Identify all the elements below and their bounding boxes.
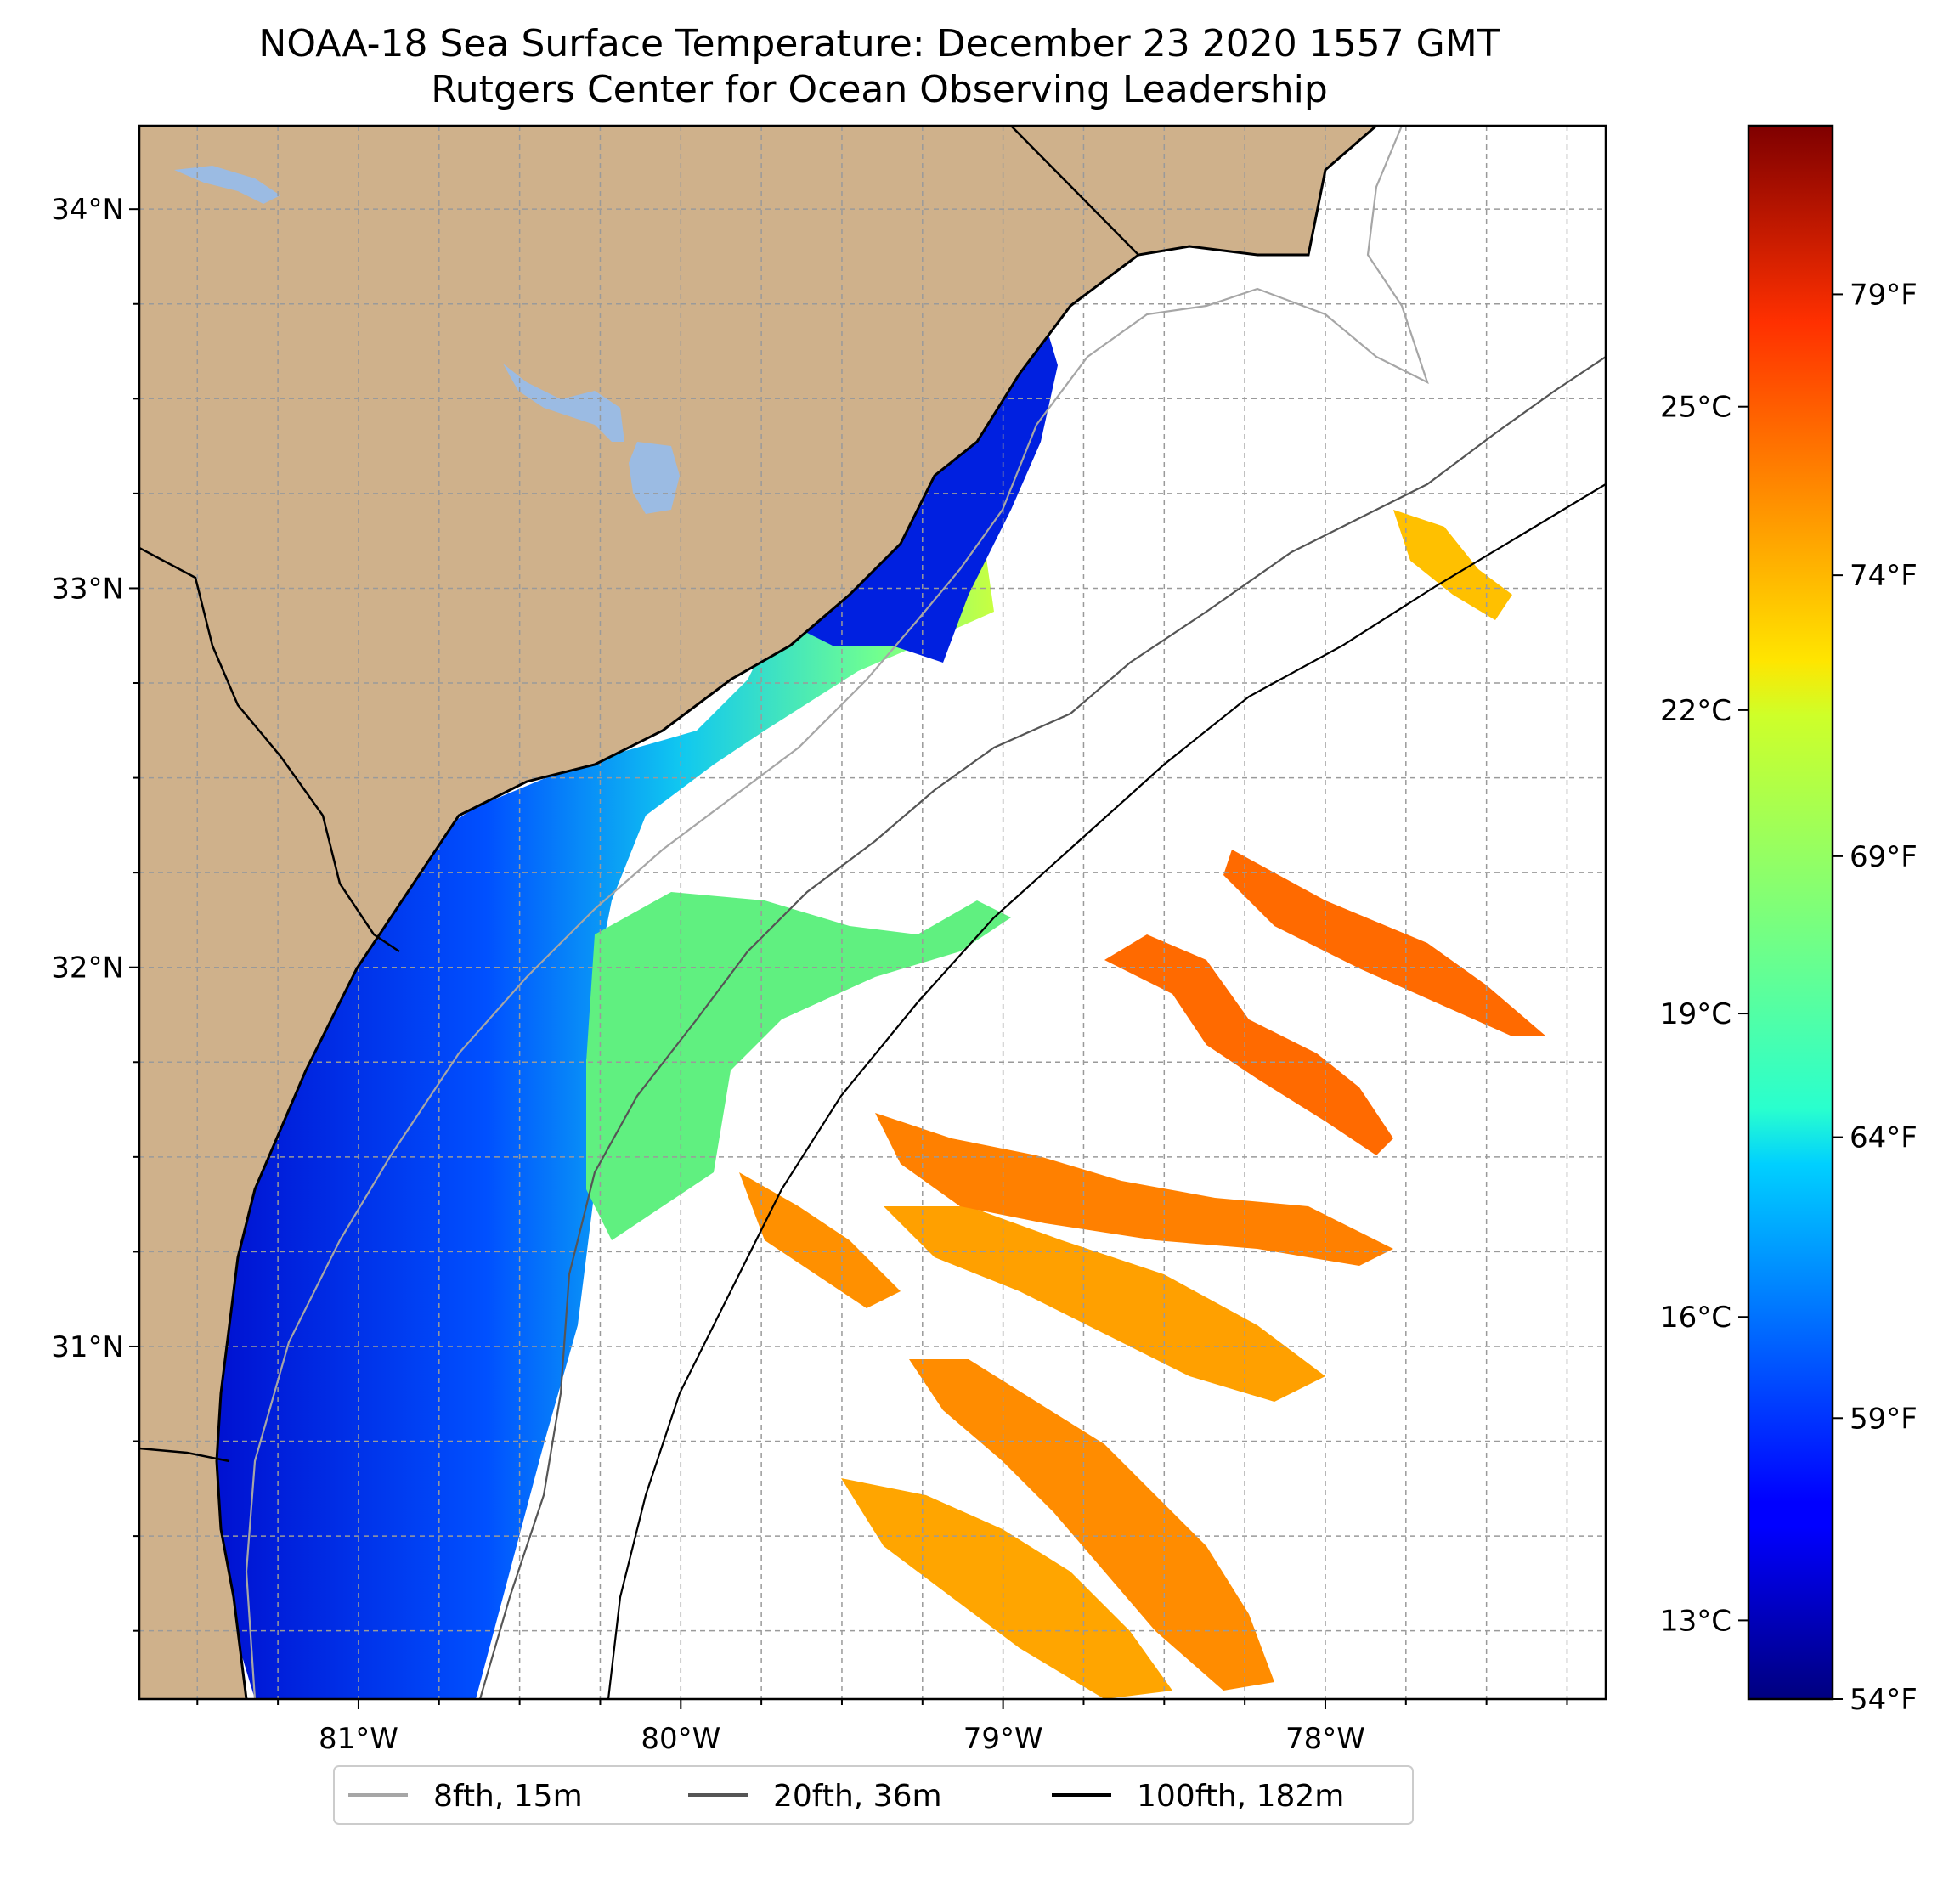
map-subtitle: Rutgers Center for Ocean Observing Leade…: [431, 68, 1328, 111]
lake-moultrie: [629, 442, 680, 514]
state-border-sc-nc: [1010, 126, 1139, 256]
sst-warm-filament-3: [1223, 850, 1546, 1036]
lon-tick-label: 79°W: [963, 1722, 1043, 1756]
sst-warm-filament-4: [875, 1113, 1393, 1266]
lake-north: [174, 166, 280, 204]
sst-warm-filament-2: [1104, 934, 1393, 1155]
isobath-legend: 8fth, 15m 20fth, 36m 100fth, 182m: [333, 1765, 1414, 1825]
colorbar-c-tick-label: 19°C: [1660, 997, 1731, 1031]
lake-marion: [503, 364, 624, 442]
sst-warm-filament-6: [841, 1478, 1172, 1699]
colorbar-c-tick-label: 13°C: [1660, 1604, 1731, 1638]
sst-mid-shelf-green: [586, 892, 1011, 1240]
legend-label: 8fth, 15m: [433, 1779, 583, 1814]
colorbar-fahrenheit-ticks: 54°F 59°F 64°F 69°F 74°F 79°F: [1833, 278, 1918, 1717]
coastline: [215, 126, 1377, 1699]
longitude-axis: 81°W 80°W 79°W 78°W: [196, 1699, 1568, 1756]
state-border-ga-fl: [139, 1447, 230, 1463]
isobath-36m: [478, 356, 1606, 1699]
map-area: [139, 126, 1606, 1699]
colorbar-f-tick-label: 64°F: [1850, 1121, 1918, 1155]
isobath-182m: [607, 483, 1606, 1699]
colorbar: [1747, 124, 1834, 1701]
colorbar-f-tick-label: 79°F: [1850, 278, 1918, 312]
colorbar-f-tick-label: 54°F: [1850, 1683, 1918, 1717]
lon-tick-label: 81°W: [319, 1722, 398, 1756]
colorbar-f-tick-label: 59°F: [1850, 1402, 1918, 1436]
lat-tick-label: 34°N: [51, 193, 124, 227]
lon-tick-label: 80°W: [641, 1722, 720, 1756]
isobath-15m: [245, 126, 1429, 1699]
sst-warm-patch-south: [739, 1172, 901, 1308]
sst-warm-filament-5: [909, 1359, 1274, 1691]
colorbar-celsius-ticks: 13°C 16°C 19°C 22°C 25°C: [1660, 391, 1748, 1638]
sst-nearshore-cold-water: [212, 442, 994, 1699]
colorbar-c-tick-label: 22°C: [1660, 694, 1731, 728]
sst-warm-patch-east: [1393, 510, 1512, 620]
legend-label: 20fth, 36m: [773, 1779, 942, 1814]
lat-tick-label: 33°N: [51, 572, 124, 606]
colorbar-f-tick-label: 69°F: [1850, 840, 1918, 874]
map-title: NOAA-18 Sea Surface Temperature: Decembe…: [258, 22, 1500, 65]
land: [139, 126, 1376, 1699]
lon-tick-label: 78°W: [1285, 1722, 1365, 1756]
sst-warm-filament-1: [884, 1206, 1325, 1402]
latitude-axis: 34°N 33°N 32°N 31°N: [51, 193, 139, 1632]
legend-label: 100fth, 182m: [1137, 1779, 1344, 1814]
map-frame: [138, 124, 1607, 1701]
lat-tick-label: 32°N: [51, 951, 124, 985]
colorbar-c-tick-label: 25°C: [1660, 391, 1731, 425]
gridlines: [139, 126, 1606, 1699]
state-border-sc-ga: [139, 546, 400, 953]
colorbar-c-tick-label: 16°C: [1660, 1301, 1731, 1335]
lat-tick-label: 31°N: [51, 1330, 124, 1364]
colorbar-f-tick-label: 74°F: [1850, 559, 1918, 593]
legend-box: [333, 1765, 1414, 1825]
